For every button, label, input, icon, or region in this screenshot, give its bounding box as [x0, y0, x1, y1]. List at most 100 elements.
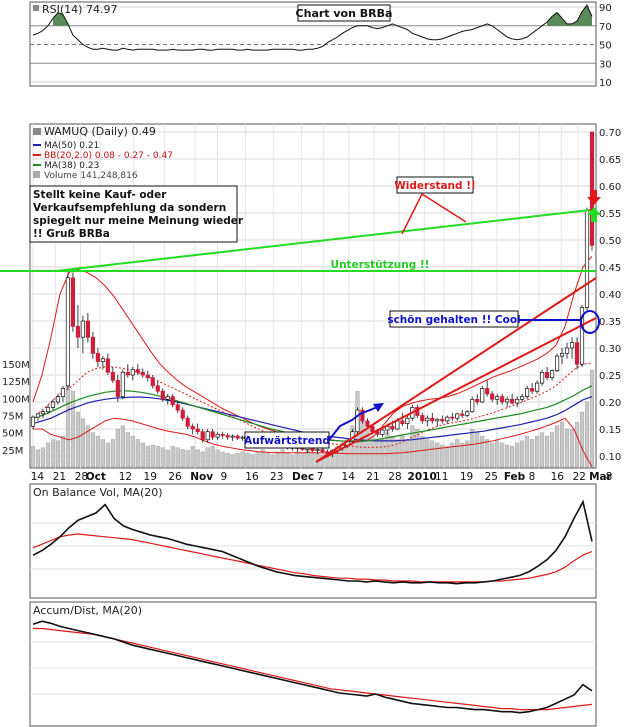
volume-tick-label: 50M	[2, 429, 23, 440]
volume-bar	[175, 447, 180, 468]
candle-body	[100, 358, 105, 362]
uptrend-arrowhead	[373, 403, 384, 412]
held-circle	[580, 310, 600, 334]
volume-bar	[290, 454, 295, 468]
price-tick-label: 0.35	[599, 317, 621, 328]
candle-body	[355, 409, 360, 433]
candle-body	[315, 449, 320, 451]
candle-body	[485, 388, 490, 395]
volume-ticks: 150M 125M 100M 75M 50M 25M	[2, 360, 30, 457]
x-axis-label: 7	[317, 471, 324, 483]
candle-body	[235, 435, 240, 439]
candle-body	[470, 398, 475, 413]
volume-bar	[220, 451, 225, 468]
rsi-grid	[30, 6, 596, 83]
chart-title: Chart von BRBa	[296, 7, 393, 20]
candle-body	[375, 431, 380, 435]
obv-series	[32, 499, 593, 585]
volume-bar	[415, 428, 420, 468]
volume-tick-label: 25M	[2, 446, 23, 457]
volume-bar	[375, 439, 380, 468]
price-ticks: 0.70 0.65 0.60 0.55 0.50 0.45 0.40 0.35 0.30 0.25…	[599, 128, 621, 463]
candle-body	[549, 370, 555, 379]
volume-bar	[205, 447, 210, 468]
legend-bb: BB(20,2.0) 0.08 - 0.27 - 0.47	[44, 151, 173, 161]
volume-bar	[265, 453, 270, 468]
uptrend-label: Aufwärtstrend	[244, 435, 330, 447]
volume-bar	[30, 446, 36, 468]
volume-bar	[75, 411, 80, 468]
volume-bar	[155, 446, 160, 468]
candle-body	[155, 385, 160, 392]
volume-bar	[190, 446, 195, 468]
rsi-tick-label: 50	[599, 41, 612, 52]
volume-bar	[40, 447, 46, 468]
volume-bar	[465, 440, 470, 468]
volume-bar	[360, 418, 365, 468]
volume-bar	[90, 432, 95, 468]
x-axis-label: Mar	[589, 471, 613, 483]
candle-body	[559, 353, 565, 357]
ad-line	[32, 620, 593, 714]
candle-body	[230, 435, 235, 438]
volume-bar	[535, 435, 540, 468]
candle-body	[540, 371, 545, 384]
volume-bar	[260, 449, 265, 468]
support-label: Unterstützung !!	[331, 259, 430, 271]
candle-body	[55, 396, 61, 403]
x-axis-label: 21	[366, 471, 379, 483]
candle-body	[475, 398, 480, 403]
candle-body	[40, 411, 46, 415]
ad-label: Accum/Dist, MA(20)	[33, 604, 142, 617]
volume-bar	[145, 446, 150, 468]
candle-body	[535, 382, 540, 392]
x-axis-label: 26	[168, 471, 182, 483]
rsi-tick-label: 70	[599, 22, 612, 33]
volume-bar	[470, 428, 475, 468]
candle-body	[490, 393, 495, 400]
ad-ma-line	[33, 627, 593, 711]
volume-bar	[550, 432, 555, 468]
x-axis-label: Oct	[86, 471, 106, 483]
volume-bar	[450, 442, 455, 468]
obv-ma-line	[32, 533, 593, 583]
resistance-label: Widerstand !!	[394, 180, 476, 192]
volume-bar	[170, 446, 175, 468]
volume-bar	[100, 439, 105, 468]
volume-bar	[140, 442, 145, 468]
uptrend-upper-channel	[315, 277, 597, 463]
candle-body	[160, 390, 165, 400]
price-panel: 0.70 0.65 0.60 0.55 0.50 0.45 0.40 0.35 0.30 0.25…	[0, 123, 621, 469]
x-axis-label: Dec	[292, 471, 314, 483]
candle-body	[110, 371, 115, 381]
x-axis-label: 16	[551, 471, 565, 483]
ad-series	[32, 620, 593, 714]
candle-body	[150, 377, 155, 387]
x-axis-label: 14	[342, 471, 356, 483]
volume-bar	[559, 422, 565, 468]
volume-bar	[425, 439, 430, 468]
volume-bar	[579, 411, 585, 468]
disclaimer-line-1: Stellt keine Kauf- oder	[33, 189, 167, 201]
volume-bar	[125, 432, 130, 468]
price-tick-label: 0.50	[599, 236, 621, 247]
candle-body	[70, 277, 76, 327]
rsi-overbought-fill	[52, 12, 68, 26]
obv-label: On Balance Vol, MA(20)	[33, 486, 163, 499]
x-axis-label: 28	[388, 471, 401, 483]
candle-body	[170, 396, 175, 406]
rsi-panel: 90 70 50 30 10 RSI(14) 74.97 Chart von BRBa	[29, 1, 612, 89]
x-axis-label: 21	[53, 471, 66, 483]
volume-bar	[110, 439, 115, 468]
volume-bar	[435, 442, 440, 468]
price-tick-label: 0.60	[599, 182, 621, 193]
price-tick-label: 0.40	[599, 290, 621, 301]
volume-bar	[495, 440, 500, 468]
legend-main: WAMUQ (Daily) 0.49	[44, 125, 156, 138]
volume-bar	[215, 449, 220, 468]
volume-bar	[85, 425, 90, 468]
candle-body	[180, 409, 185, 419]
volume-tick-label: 150M	[2, 360, 30, 371]
x-axis-label: 19	[460, 471, 473, 483]
